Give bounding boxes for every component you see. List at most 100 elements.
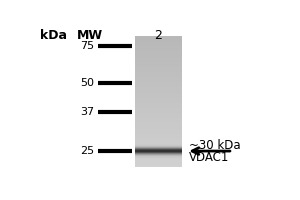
Bar [135,87,182,88]
Bar [135,51,182,52]
Bar [135,122,182,123]
Bar [135,63,182,64]
Bar [135,64,182,65]
Bar [135,65,182,66]
Bar [135,146,182,147]
Bar [135,137,182,138]
Bar [135,68,182,69]
Bar [135,50,182,51]
Bar [135,113,182,114]
Bar [135,76,182,77]
Bar [135,75,182,76]
Bar [135,81,182,82]
Bar [135,55,182,56]
Bar [135,99,182,100]
Text: VDAC1: VDAC1 [189,151,229,164]
Bar [135,71,182,72]
Bar [135,110,182,111]
Bar [135,128,182,129]
Bar [135,130,182,131]
Bar [135,112,182,113]
Bar [135,66,182,67]
Bar [135,40,182,41]
Bar [135,88,182,89]
Bar [135,79,182,80]
Bar [135,155,182,156]
Bar [135,47,182,48]
Bar [135,59,182,60]
Bar [135,133,182,134]
Bar [135,45,182,46]
Bar [135,126,182,127]
Bar [135,93,182,94]
Bar [135,118,182,119]
Bar [135,145,182,146]
Bar [135,82,182,83]
Bar [135,121,182,122]
Bar [135,164,182,165]
Bar [135,131,182,132]
Bar [135,153,182,154]
Bar [135,120,182,121]
Bar [135,135,182,136]
Text: kDa: kDa [40,29,67,42]
Bar [135,39,182,40]
Bar [135,60,182,61]
Bar [135,127,182,128]
Text: 37: 37 [80,107,94,117]
Text: MW: MW [77,29,103,42]
Bar [135,136,182,137]
Bar [135,123,182,124]
Bar [135,73,182,74]
Bar [135,152,182,153]
Bar [135,86,182,87]
Bar [135,140,182,141]
Bar [135,138,182,139]
Bar [135,101,182,102]
Bar [135,107,182,108]
Bar [135,36,182,37]
Bar [135,57,182,58]
Bar [135,62,182,63]
Bar [135,166,182,167]
Bar [135,70,182,71]
Bar [135,77,182,78]
Bar [135,58,182,59]
Bar [135,89,182,90]
Bar [135,104,182,105]
Bar [135,115,182,116]
Bar [135,148,182,149]
Bar [135,74,182,75]
Bar [135,141,182,142]
Bar [135,159,182,160]
Bar [135,38,182,39]
Bar [135,103,182,104]
Text: 2: 2 [154,29,162,42]
Bar [135,80,182,81]
Bar [135,83,182,84]
Bar [135,37,182,38]
Bar [135,108,182,109]
Bar [135,139,182,140]
Bar [135,111,182,112]
Bar [135,61,182,62]
Text: 75: 75 [80,41,94,51]
Bar [135,129,182,130]
Bar [135,56,182,57]
Bar [135,109,182,110]
Bar [135,94,182,95]
Bar [135,114,182,115]
Bar [135,49,182,50]
Bar [135,161,182,162]
Bar [135,125,182,126]
Bar [135,43,182,44]
Bar [135,151,182,152]
Bar [135,96,182,97]
Bar [135,132,182,133]
Bar [135,78,182,79]
Bar [135,134,182,135]
Bar [135,91,182,92]
Bar [135,156,182,157]
Text: ~30 kDa: ~30 kDa [189,139,240,152]
Text: 50: 50 [80,78,94,88]
